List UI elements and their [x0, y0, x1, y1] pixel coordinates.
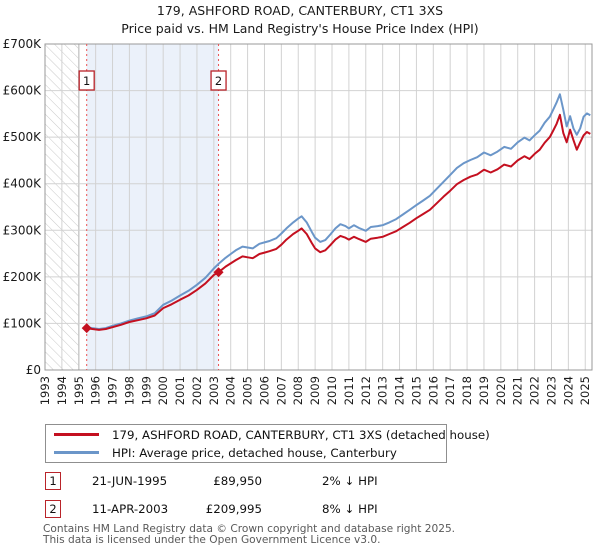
y-axis-labels: £0 £100K £200K £300K £400K £500K £600K £700K	[3, 37, 43, 377]
svg-text:£300K: £300K	[3, 223, 43, 237]
svg-text:2014: 2014	[393, 376, 407, 405]
footer-line-2: This data is licensed under the Open Gov…	[43, 533, 381, 546]
svg-text:£0: £0	[26, 363, 41, 377]
svg-text:1996: 1996	[89, 376, 103, 405]
svg-text:2024: 2024	[561, 376, 575, 405]
transaction-1-price: £89,950	[213, 474, 262, 488]
svg-text:1995: 1995	[72, 376, 86, 405]
x-axis-labels: 1993 1994 1995 1996 1997 1998 1999 2000 2001 2002…	[38, 376, 592, 405]
sale-1-flag	[78, 70, 95, 91]
transaction-row-2: 2 11-APR-2003 £209,995 8% ↓ HPI	[45, 500, 545, 520]
svg-text:2007: 2007	[274, 376, 288, 405]
svg-text:2009: 2009	[308, 376, 322, 405]
svg-text:2013: 2013	[376, 376, 390, 405]
svg-text:£500K: £500K	[3, 130, 43, 144]
grid	[44, 43, 592, 371]
svg-text:2018: 2018	[460, 376, 474, 405]
legend-item-hpi: HPI: Average price, detached house, Cant…	[46, 445, 446, 460]
svg-text:1: 1	[83, 74, 90, 88]
page-title: 179, ASHFORD ROAD, CANTERBURY, CT1 3XS	[156, 3, 444, 18]
svg-text:2012: 2012	[359, 376, 373, 405]
hpi-line-swatch	[54, 451, 99, 454]
svg-text:2003: 2003	[207, 376, 221, 405]
svg-text:2025: 2025	[578, 376, 592, 405]
svg-text:£100K: £100K	[3, 316, 43, 330]
svg-text:2019: 2019	[477, 376, 491, 405]
sale-2-diamond	[213, 267, 224, 278]
sale-1-diamond	[81, 323, 92, 334]
legend-item-property: 179, ASHFORD ROAD, CANTERBURY, CT1 3XS (…	[46, 427, 490, 442]
transaction-1-marker: 1	[45, 472, 61, 490]
transaction-1-hpi-delta: 2% ↓ HPI	[322, 474, 378, 488]
svg-text:1998: 1998	[122, 376, 136, 405]
transaction-2-marker: 2	[45, 500, 61, 518]
sale-period-shade	[86, 44, 219, 370]
svg-text:2005: 2005	[241, 376, 255, 405]
svg-text:£400K: £400K	[3, 177, 43, 191]
svg-text:1999: 1999	[139, 376, 153, 405]
svg-text:2: 2	[215, 74, 222, 88]
svg-text:2015: 2015	[409, 376, 423, 405]
svg-text:2000: 2000	[156, 376, 170, 405]
svg-text:2001: 2001	[173, 376, 187, 405]
hpi-line	[86, 93, 591, 330]
svg-text:2010: 2010	[325, 376, 339, 405]
svg-text:2022: 2022	[528, 376, 542, 405]
transaction-2-date: 11-APR-2003	[92, 502, 169, 516]
footer-line-1: Contains HM Land Registry data © Crown c…	[43, 523, 456, 535]
svg-text:2008: 2008	[291, 376, 305, 405]
svg-text:2023: 2023	[544, 376, 558, 405]
svg-text:£700K: £700K	[3, 37, 43, 51]
transaction-row-1: 1 21-JUN-1995 £89,950 2% ↓ HPI	[45, 472, 545, 492]
sale-2-flag	[210, 70, 227, 91]
svg-text:1994: 1994	[55, 376, 69, 405]
svg-text:2021: 2021	[511, 376, 525, 405]
transaction-1-date: 21-JUN-1995	[92, 474, 168, 488]
transaction-2-price: £209,995	[205, 502, 262, 516]
plot-border	[44, 43, 593, 371]
svg-text:1993: 1993	[38, 376, 52, 405]
transaction-2-hpi-delta: 8% ↓ HPI	[322, 502, 378, 516]
legend-label-hpi: HPI: Average price, detached house, Cant…	[112, 445, 397, 460]
legend: 179, ASHFORD ROAD, CANTERBURY, CT1 3XS (…	[45, 424, 490, 463]
property-price-line	[86, 113, 591, 331]
svg-text:£600K: £600K	[3, 84, 43, 98]
svg-text:2017: 2017	[443, 376, 457, 405]
svg-text:1997: 1997	[106, 376, 120, 405]
footer: Contains HM Land Registry data © Crown c…	[43, 524, 583, 546]
svg-text:£200K: £200K	[3, 270, 43, 284]
property-line-swatch	[54, 433, 99, 436]
svg-text:2004: 2004	[224, 376, 238, 405]
page-subtitle: Price paid vs. HM Land Registry's House …	[121, 21, 479, 36]
svg-text:2016: 2016	[426, 376, 440, 405]
svg-text:2011: 2011	[342, 376, 356, 405]
svg-text:2002: 2002	[190, 376, 204, 405]
svg-text:2006: 2006	[257, 376, 271, 405]
legend-label-property: 179, ASHFORD ROAD, CANTERBURY, CT1 3XS (…	[112, 427, 490, 442]
svg-text:2020: 2020	[494, 376, 508, 405]
